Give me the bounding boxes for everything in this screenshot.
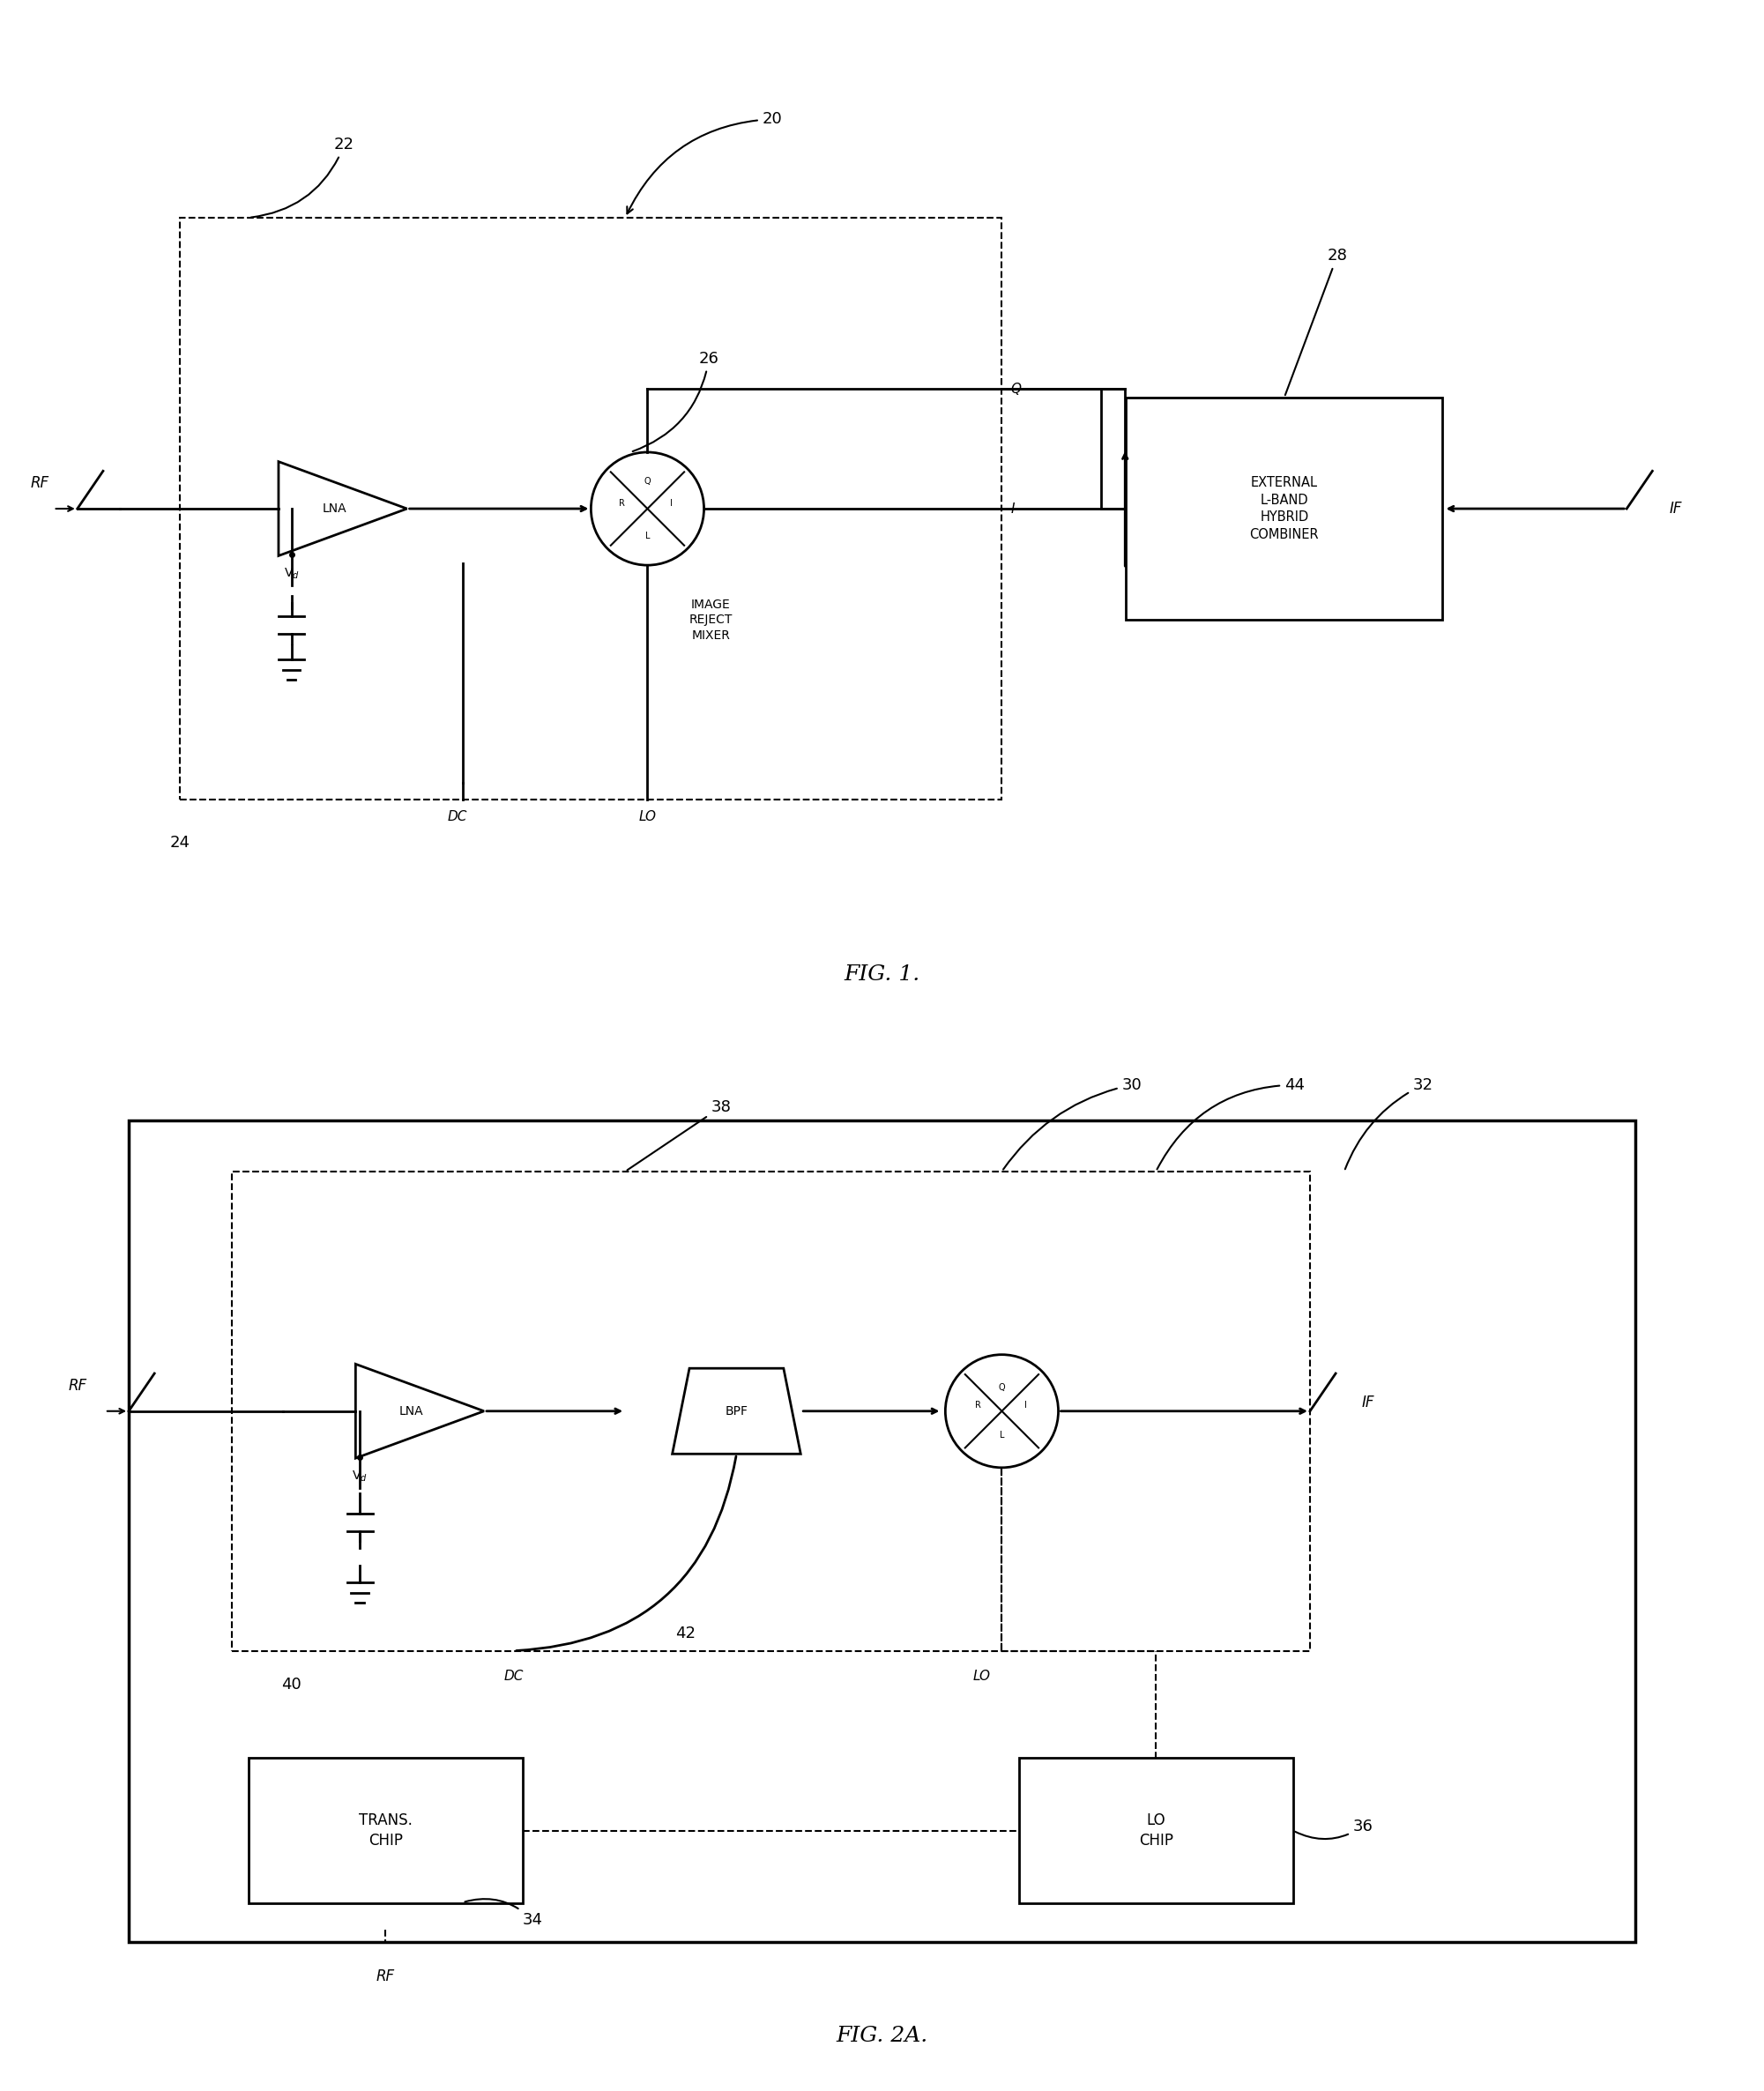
Text: 42: 42 bbox=[676, 1625, 695, 1641]
Text: IMAGE
REJECT
MIXER: IMAGE REJECT MIXER bbox=[690, 598, 732, 642]
Text: 22: 22 bbox=[250, 136, 355, 217]
Text: Q: Q bbox=[1011, 383, 1021, 395]
Text: DC: DC bbox=[448, 809, 467, 824]
Text: 34: 34 bbox=[466, 1899, 543, 1928]
Bar bbox=[249, 1759, 522, 1903]
Text: L: L bbox=[646, 531, 649, 539]
Text: R: R bbox=[975, 1401, 981, 1409]
Text: LO: LO bbox=[972, 1671, 990, 1683]
Text: Q: Q bbox=[644, 477, 651, 485]
Text: Q: Q bbox=[998, 1382, 1005, 1393]
Bar bbox=[129, 1121, 1635, 1943]
Text: DC: DC bbox=[505, 1671, 524, 1683]
Text: RF: RF bbox=[30, 475, 49, 491]
Text: I: I bbox=[1025, 1401, 1027, 1409]
Text: RF: RF bbox=[69, 1378, 86, 1393]
Text: 28: 28 bbox=[1286, 249, 1348, 395]
Text: 44: 44 bbox=[1157, 1077, 1305, 1169]
Bar bbox=[1125, 397, 1443, 619]
Text: R: R bbox=[619, 498, 624, 508]
Text: LO: LO bbox=[639, 809, 656, 824]
Text: IF: IF bbox=[1362, 1395, 1374, 1411]
Text: BPF: BPF bbox=[725, 1405, 748, 1418]
Text: I: I bbox=[670, 498, 672, 508]
Text: I: I bbox=[1011, 502, 1014, 514]
FancyArrowPatch shape bbox=[517, 1455, 736, 1650]
Text: 24: 24 bbox=[169, 834, 191, 851]
Text: IF: IF bbox=[1669, 500, 1683, 516]
Text: 30: 30 bbox=[1004, 1077, 1141, 1169]
Text: LNA: LNA bbox=[399, 1405, 423, 1418]
Text: 20: 20 bbox=[626, 111, 781, 213]
Text: 36: 36 bbox=[1295, 1819, 1372, 1838]
Text: L: L bbox=[1000, 1430, 1004, 1439]
Text: TRANS.
CHIP: TRANS. CHIP bbox=[358, 1813, 413, 1848]
Text: FIG. 2A.: FIG. 2A. bbox=[836, 2026, 928, 2047]
Text: LNA: LNA bbox=[323, 502, 346, 514]
Text: FIG. 1.: FIG. 1. bbox=[843, 964, 921, 985]
Text: EXTERNAL
L-BAND
HYBRID
COMBINER: EXTERNAL L-BAND HYBRID COMBINER bbox=[1249, 477, 1319, 542]
Text: 38: 38 bbox=[628, 1100, 730, 1171]
Text: 26: 26 bbox=[633, 351, 720, 452]
Text: 40: 40 bbox=[280, 1677, 302, 1694]
Text: LO
CHIP: LO CHIP bbox=[1140, 1813, 1173, 1848]
Text: RF: RF bbox=[376, 1968, 395, 1984]
Text: 32: 32 bbox=[1346, 1077, 1432, 1169]
Text: V$_d$: V$_d$ bbox=[284, 567, 300, 581]
Bar bbox=[180, 217, 1002, 799]
Bar bbox=[231, 1171, 1311, 1650]
Text: V$_d$: V$_d$ bbox=[353, 1470, 367, 1483]
Bar bbox=[1020, 1759, 1293, 1903]
